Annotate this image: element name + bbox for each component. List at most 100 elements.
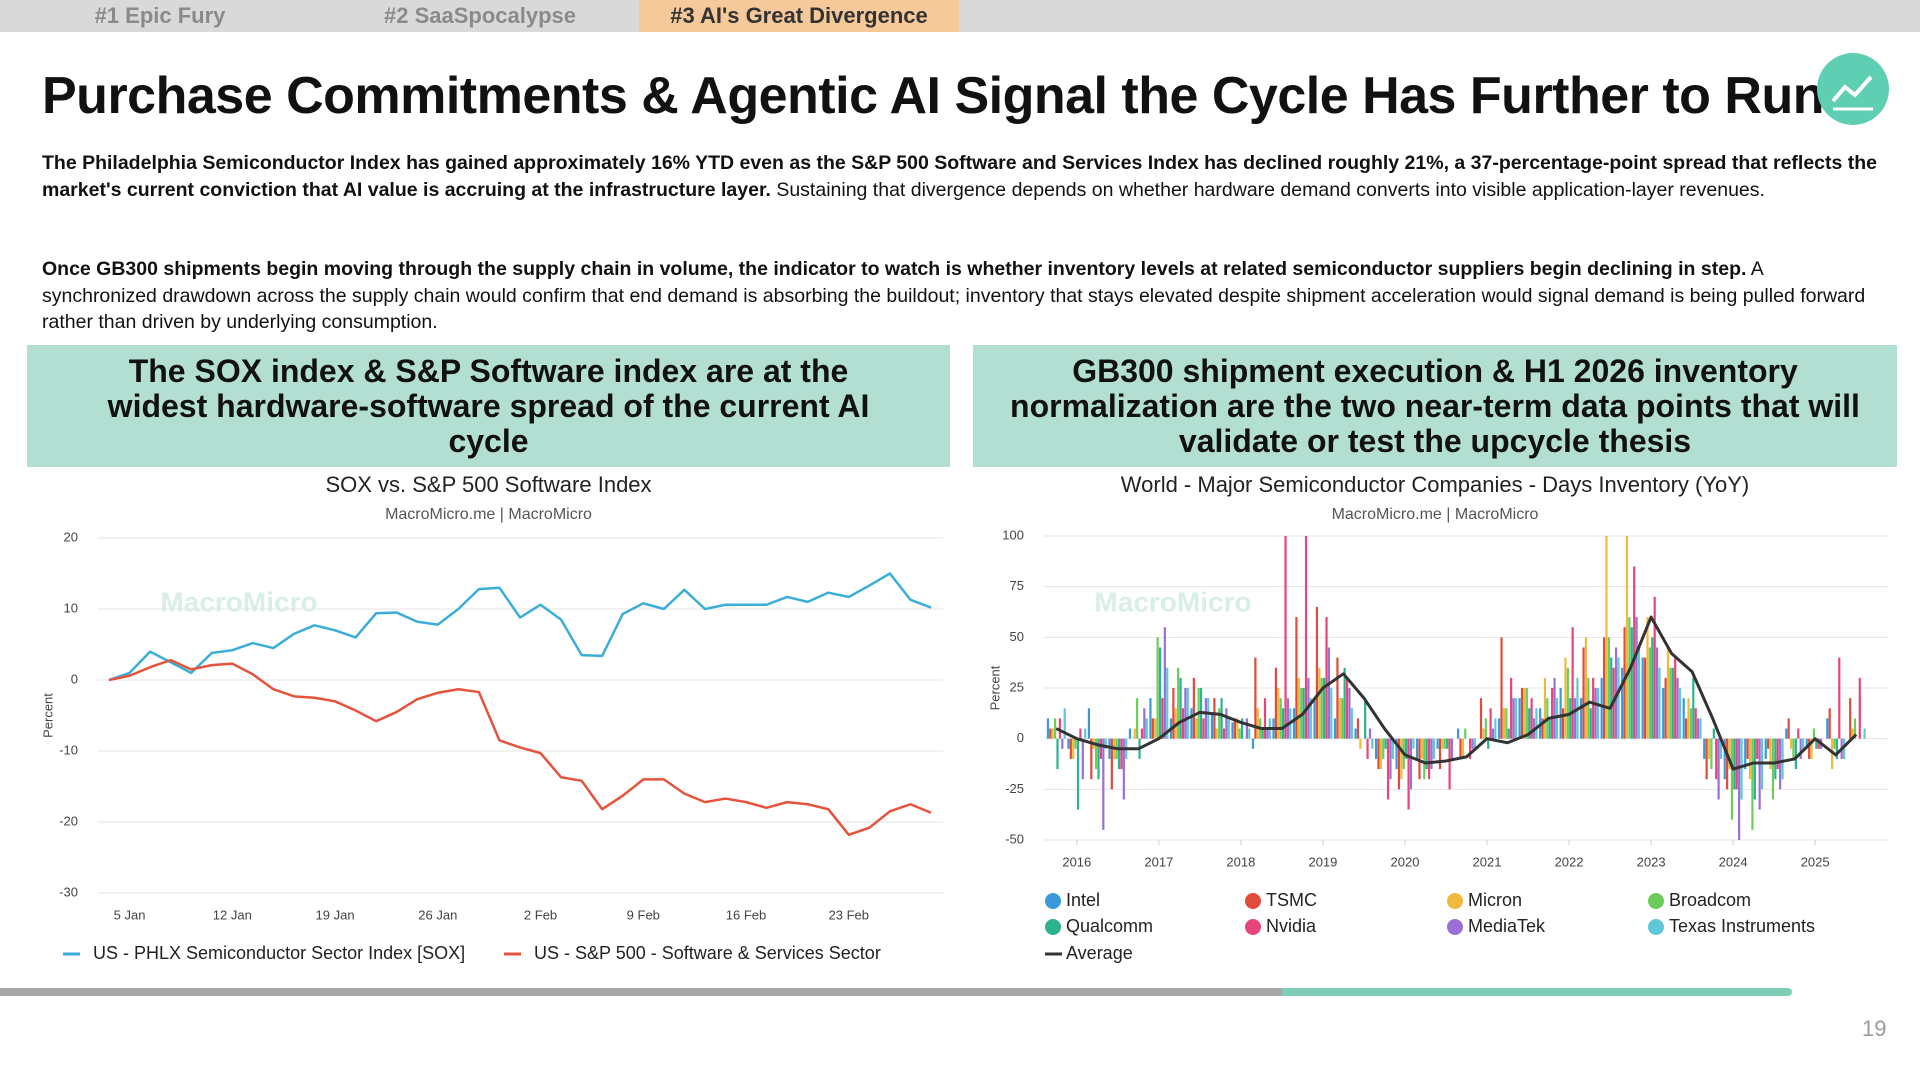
bar <box>1592 677 1595 739</box>
bar <box>1186 688 1189 739</box>
bar <box>1420 738 1423 759</box>
bar <box>1084 728 1087 739</box>
bar <box>1240 718 1244 739</box>
bar <box>1646 617 1649 739</box>
bar <box>1810 738 1813 759</box>
bar <box>1808 738 1811 759</box>
legend-label: US - PHLX Semiconductor Sector Index [SO… <box>93 943 465 963</box>
legend-label: MediaTek <box>1468 916 1546 936</box>
bar <box>1436 738 1439 749</box>
bar <box>1056 738 1059 770</box>
bar <box>1758 738 1761 810</box>
paragraph: Once GB300 shipments begin moving throug… <box>42 256 1882 336</box>
bar <box>1079 728 1082 739</box>
bar <box>1628 617 1631 739</box>
x-tick-label: 2020 <box>1391 854 1420 869</box>
bar <box>1220 698 1223 739</box>
bar <box>1427 738 1431 780</box>
bar <box>1740 738 1743 800</box>
tab[interactable]: #1 Epic Fury <box>94 3 226 28</box>
y-tick-label: 0 <box>1017 730 1024 745</box>
bar <box>1801 738 1805 749</box>
bar <box>1336 657 1339 739</box>
slide-title: Purchase Commitments & Agentic AI Signal… <box>42 67 1824 125</box>
tab[interactable]: #2 SaaSpocalypse <box>383 3 576 28</box>
y-tick-label: -20 <box>59 813 78 828</box>
bar <box>1589 708 1592 739</box>
bar <box>1712 728 1715 739</box>
bar <box>1735 738 1738 790</box>
bar <box>1432 738 1435 759</box>
bar <box>1580 698 1583 739</box>
bar <box>1482 728 1485 739</box>
bar <box>1507 728 1510 739</box>
bar <box>1049 728 1052 739</box>
progress-track <box>0 988 1282 996</box>
bar <box>1528 708 1531 739</box>
bar <box>1338 698 1341 739</box>
bar <box>1154 718 1157 739</box>
bar <box>1248 728 1251 739</box>
bar <box>1564 657 1567 739</box>
bar <box>1225 708 1228 739</box>
bar <box>1359 738 1362 749</box>
bar <box>1284 536 1287 739</box>
bar <box>1412 738 1415 749</box>
tab-active[interactable]: #3 AI's Great Divergence <box>639 0 959 32</box>
bar <box>1764 738 1767 759</box>
x-tick-label: 16 Feb <box>726 907 766 922</box>
bar <box>1149 698 1152 739</box>
bar <box>1703 738 1706 759</box>
y-tick-label: 25 <box>1010 679 1024 694</box>
bar <box>1266 728 1269 739</box>
bar <box>1838 657 1841 739</box>
bar <box>1551 688 1554 739</box>
bar <box>1282 708 1285 739</box>
legend-label: Broadcom <box>1669 890 1751 910</box>
bar <box>1689 708 1693 739</box>
bar <box>1464 728 1467 739</box>
bar <box>1418 738 1421 780</box>
bar <box>1505 708 1508 739</box>
bar <box>1061 738 1064 749</box>
bar <box>1117 738 1121 770</box>
bar <box>1058 718 1062 739</box>
legend-label: TSMC <box>1266 890 1317 910</box>
bar <box>1389 738 1392 780</box>
bar <box>1074 738 1077 749</box>
bar <box>1530 698 1533 739</box>
bar <box>1498 718 1501 739</box>
bar <box>1172 688 1175 739</box>
bar <box>1400 738 1403 780</box>
bar <box>1179 677 1182 739</box>
bar <box>1520 688 1524 739</box>
bar <box>1156 637 1159 739</box>
bar <box>1350 708 1353 739</box>
bar <box>1140 728 1144 739</box>
bar <box>1409 738 1413 790</box>
bar <box>1748 738 1752 780</box>
bar <box>1671 667 1674 739</box>
bar <box>1717 738 1720 800</box>
chart-title: World - Major Semiconductor Companies - … <box>1121 472 1749 497</box>
bar <box>1500 637 1503 739</box>
bar <box>1794 738 1797 770</box>
bar <box>1304 536 1308 739</box>
bar <box>1535 708 1538 739</box>
bar <box>1655 647 1659 739</box>
bar <box>1582 647 1585 739</box>
bar <box>1441 738 1444 749</box>
bar <box>1781 738 1784 780</box>
bar <box>1669 667 1672 739</box>
bar <box>1202 718 1205 739</box>
bar <box>1069 738 1072 759</box>
bar <box>1812 728 1816 739</box>
bar <box>1356 718 1360 739</box>
bar <box>1561 708 1565 739</box>
x-tick-label: 2021 <box>1473 854 1502 869</box>
bar <box>1774 738 1777 780</box>
bar <box>1614 647 1618 739</box>
bar <box>1473 738 1476 749</box>
bar <box>1621 667 1624 739</box>
